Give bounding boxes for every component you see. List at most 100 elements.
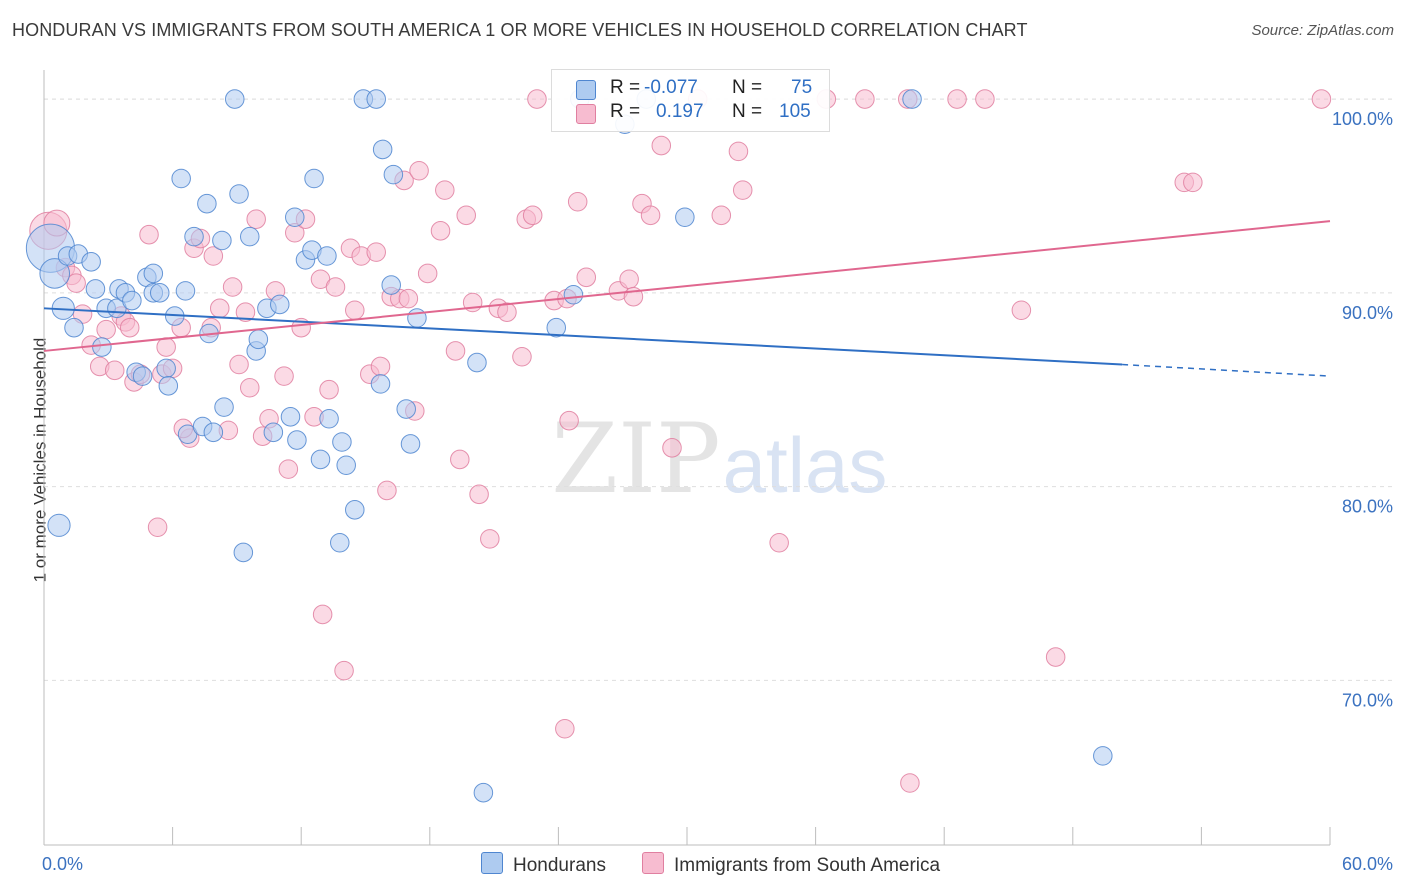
bottom-legend-swatch-hondurans <box>481 852 503 874</box>
bottom-legend-immigrants[interactable]: Immigrants from South America <box>642 852 940 877</box>
immigrant-point <box>417 263 438 284</box>
honduran-point <box>1093 746 1113 766</box>
honduran-point <box>370 374 391 394</box>
legend-swatch-hondurans <box>576 80 596 100</box>
honduran-point <box>304 168 324 189</box>
bottom-legend-swatch-immigrants <box>642 852 664 874</box>
immigrant-point <box>274 366 294 386</box>
immigrant-point <box>522 205 543 226</box>
watermark-zip: ZIP <box>551 403 720 515</box>
immigrant-point <box>119 317 140 338</box>
legend-n-label: N = <box>732 101 763 122</box>
immigrant-point <box>222 277 243 297</box>
honduran-point <box>310 449 331 470</box>
honduran-point <box>381 275 401 295</box>
correlation-legend: R = -0.077 N = 75 R = 0.197 N = 105 <box>551 69 830 132</box>
x-tick-label: 0.0% <box>42 854 83 874</box>
legend-n-value: 105 <box>779 101 811 122</box>
honduran-point <box>345 500 365 520</box>
honduran-point <box>214 397 234 417</box>
immigrant-point <box>555 718 575 739</box>
immigrant-point <box>370 356 391 377</box>
watermark-atlas: atlas <box>723 421 888 509</box>
x-tick-label: 60.0% <box>1342 854 1393 874</box>
immigrant-point <box>576 267 597 288</box>
immigrant-point <box>278 459 299 479</box>
immigrant-point <box>235 302 256 322</box>
immigrant-point <box>435 180 455 200</box>
honduran-point <box>372 139 393 160</box>
immigrant-point <box>640 205 661 226</box>
legend-r-value: -0.077 <box>644 77 698 98</box>
honduran-point <box>473 782 494 803</box>
immigrant-point <box>855 89 875 109</box>
immigrant-point <box>480 529 500 549</box>
immigrant-point <box>1183 172 1203 193</box>
legend-n-label: N = <box>732 77 763 98</box>
honduran-point <box>407 308 427 328</box>
immigrant-point <box>769 532 789 553</box>
honduran-point <box>546 317 567 338</box>
immigrant-point <box>366 242 386 262</box>
honduran-point <box>330 532 350 553</box>
immigrant-point <box>96 319 116 340</box>
immigrant-point <box>430 221 451 241</box>
immigrant-point <box>319 379 339 400</box>
immigrant-point <box>334 660 354 681</box>
immigrant-point <box>203 246 224 266</box>
immigrant-point <box>619 269 639 290</box>
honduran-point <box>81 252 101 272</box>
y-tick-label: 90.0% <box>1342 303 1393 323</box>
honduran-point <box>39 258 71 289</box>
honduran-point <box>64 317 84 338</box>
honduran-point <box>902 89 922 109</box>
honduran-point <box>184 226 204 247</box>
honduran-point <box>156 358 176 379</box>
bottom-legend-hondurans[interactable]: Hondurans <box>481 852 606 877</box>
honduran-point <box>396 399 416 419</box>
immigrant-point <box>377 480 397 501</box>
immigrant-point <box>325 277 346 297</box>
immigrant-point <box>1311 89 1332 109</box>
y-tick-label: 70.0% <box>1342 690 1393 710</box>
immigrant-point <box>662 438 682 458</box>
honduran-point <box>92 337 112 357</box>
immigrant-point <box>229 354 249 375</box>
immigrant-point <box>728 141 749 162</box>
immigrant-point <box>456 205 476 226</box>
immigrant-point <box>398 288 419 309</box>
immigrant-point <box>975 89 995 109</box>
y-tick-label: 80.0% <box>1342 497 1393 517</box>
immigrant-point <box>512 346 532 367</box>
honduran-point <box>366 89 386 109</box>
immigrant-point <box>312 604 333 625</box>
immigrant-point <box>732 180 753 200</box>
bottom-legend-label: Hondurans <box>513 855 606 876</box>
honduran-point <box>212 230 232 251</box>
honduran-point <box>563 284 584 305</box>
immigrant-point <box>409 160 429 181</box>
immigrant-point <box>240 377 260 398</box>
y-tick-label: 100.0% <box>1332 109 1393 129</box>
tick-labels: 70.0% 80.0% 90.0% 100.0% 0.0% 60.0% <box>42 109 1393 874</box>
bottom-legend-label: Immigrants from South America <box>674 855 941 876</box>
legend-n-value: 75 <box>791 77 813 98</box>
honduran-point <box>85 279 106 299</box>
series-layer <box>25 89 1332 803</box>
trend-layer <box>43 220 1331 377</box>
immigrant-point <box>567 191 588 212</box>
honduran-point <box>132 366 153 386</box>
honduran-point <box>47 513 71 537</box>
honduran-point <box>122 290 142 311</box>
trendline-hondurans <box>43 307 1123 366</box>
immigrant-point <box>527 89 547 109</box>
immigrant-point <box>450 449 470 470</box>
immigrant-point <box>291 317 311 338</box>
immigrant-point <box>711 205 732 226</box>
legend-swatch-immigrants <box>576 104 596 124</box>
immigrant-point <box>156 337 176 357</box>
chart-title: HONDURAN VS IMMIGRANTS FROM SOUTH AMERIC… <box>12 20 1028 40</box>
source-label: Source: ZipAtlas.com <box>1251 22 1394 39</box>
honduran-point <box>467 352 487 373</box>
